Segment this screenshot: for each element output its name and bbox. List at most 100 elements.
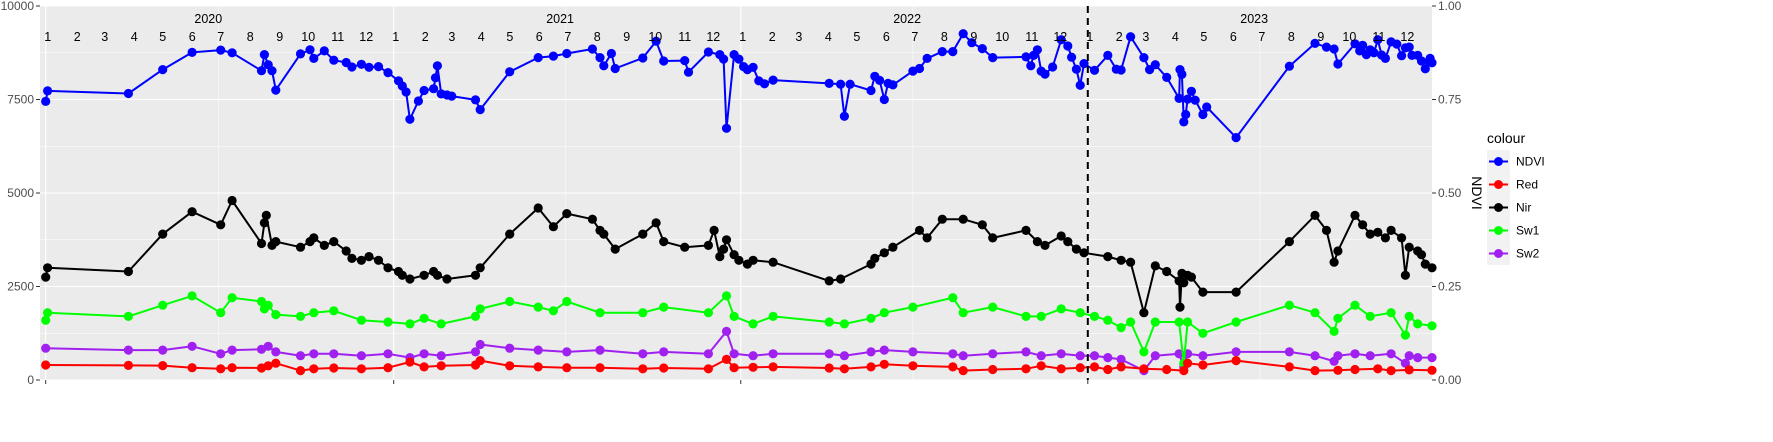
data-point-ndvi — [599, 61, 609, 71]
legend-key-marker — [1494, 249, 1503, 258]
month-label: 6 — [1230, 30, 1237, 44]
data-point-sw1 — [1427, 321, 1437, 331]
data-point-ndvi — [41, 96, 51, 106]
data-point-ndvi — [271, 85, 281, 95]
data-point-nir — [958, 214, 968, 224]
data-point-sw1 — [263, 300, 273, 310]
month-label: 5 — [506, 30, 513, 44]
month-label: 4 — [478, 30, 485, 44]
data-point-nir — [405, 274, 415, 284]
data-point-ndvi — [680, 56, 690, 66]
data-point-red — [1162, 364, 1172, 375]
data-point-ndvi — [1103, 50, 1113, 61]
month-label: 9 — [1317, 30, 1324, 44]
data-point-nir — [1116, 255, 1126, 265]
data-point-nir — [1040, 240, 1050, 250]
data-point-ndvi — [1040, 69, 1050, 79]
data-point-ndvi — [1079, 59, 1089, 69]
data-point-sw2 — [824, 349, 834, 359]
data-point-nir — [1365, 229, 1375, 239]
data-point-red — [1373, 364, 1383, 374]
data-point-nir — [356, 255, 366, 265]
legend-key-marker — [1494, 203, 1503, 212]
data-point-nir — [562, 209, 572, 219]
data-point-sw2 — [1284, 347, 1294, 357]
data-point-sw1 — [839, 319, 850, 329]
month-label: 3 — [448, 30, 455, 44]
series-sw2 — [41, 326, 1437, 376]
data-point-ndvi — [1067, 52, 1077, 62]
data-point-red — [419, 362, 429, 372]
month-label: 8 — [941, 30, 948, 44]
data-point-nir — [1358, 220, 1368, 230]
data-point-nir — [533, 203, 543, 213]
data-point-ndvi — [734, 54, 744, 64]
data-point-ndvi — [1186, 86, 1196, 96]
data-point-nir — [879, 248, 889, 258]
data-point-sw2 — [1056, 349, 1066, 359]
data-point-red — [356, 364, 366, 374]
data-point-ndvi — [1021, 52, 1031, 62]
data-point-red — [1103, 364, 1113, 375]
data-point-sw1 — [879, 308, 889, 318]
data-point-sw2 — [659, 347, 669, 357]
data-point-red — [533, 362, 543, 372]
data-point-red — [1056, 364, 1066, 374]
data-point-nir — [659, 237, 669, 247]
data-point-nir — [1186, 272, 1196, 282]
legend-label: Sw2 — [1516, 247, 1540, 261]
data-point-ndvi — [562, 48, 572, 59]
data-point-nir — [721, 235, 732, 245]
data-point-sw1 — [1183, 317, 1193, 327]
data-point-sw1 — [1036, 311, 1046, 321]
data-point-ndvi — [329, 55, 339, 65]
month-label: 10 — [648, 30, 662, 44]
data-point-sw2 — [948, 349, 958, 359]
data-point-ndvi — [1183, 94, 1193, 104]
data-point-ndvi — [295, 49, 306, 59]
data-point-ndvi — [259, 50, 269, 60]
data-point-nir — [610, 244, 620, 254]
y-tick-label: 7500 — [7, 93, 34, 107]
month-label: 9 — [623, 30, 630, 44]
data-point-sw2 — [1413, 353, 1423, 363]
data-point-sw1 — [1021, 311, 1031, 321]
data-point-red — [227, 363, 237, 373]
legend-label: NDVI — [1516, 155, 1545, 169]
data-point-red — [748, 362, 758, 372]
data-point-sw1 — [768, 311, 778, 321]
data-point-sw2 — [1036, 351, 1046, 361]
data-point-nir — [259, 218, 269, 228]
data-point-red — [329, 363, 339, 373]
data-point-sw1 — [43, 308, 53, 318]
data-point-ndvi — [719, 54, 729, 64]
data-point-nir — [824, 276, 834, 286]
year-label: 2022 — [893, 12, 921, 26]
data-point-ndvi — [759, 79, 770, 89]
month-label: 11 — [1372, 30, 1385, 44]
month-label: 10 — [995, 30, 1009, 44]
data-point-ndvi — [413, 96, 423, 106]
data-point-ndvi — [1177, 69, 1187, 79]
data-point-red — [1350, 364, 1360, 375]
month-label: 3 — [1142, 30, 1149, 44]
data-point-ndvi — [1116, 65, 1126, 75]
axes: 0 2500 5000 7500 10000 0.00 0.25 0.50 0.75 1.00 — [1, 0, 1462, 387]
legend-key-marker — [1494, 180, 1503, 189]
data-point-ndvi — [839, 111, 850, 121]
data-point-sw1 — [436, 319, 446, 329]
data-point-sw2 — [227, 345, 237, 355]
data-point-red — [908, 361, 918, 371]
data-point-ndvi — [768, 75, 778, 85]
data-point-sw1 — [295, 311, 306, 321]
data-point-red — [1036, 361, 1046, 371]
data-point-nir — [1333, 246, 1343, 256]
data-point-nir — [703, 240, 714, 250]
data-point-ndvi — [1333, 59, 1343, 69]
data-point-nir — [364, 252, 374, 262]
data-point-ndvi — [937, 47, 947, 57]
month-label: 2 — [74, 30, 81, 44]
data-point-red — [271, 358, 281, 368]
